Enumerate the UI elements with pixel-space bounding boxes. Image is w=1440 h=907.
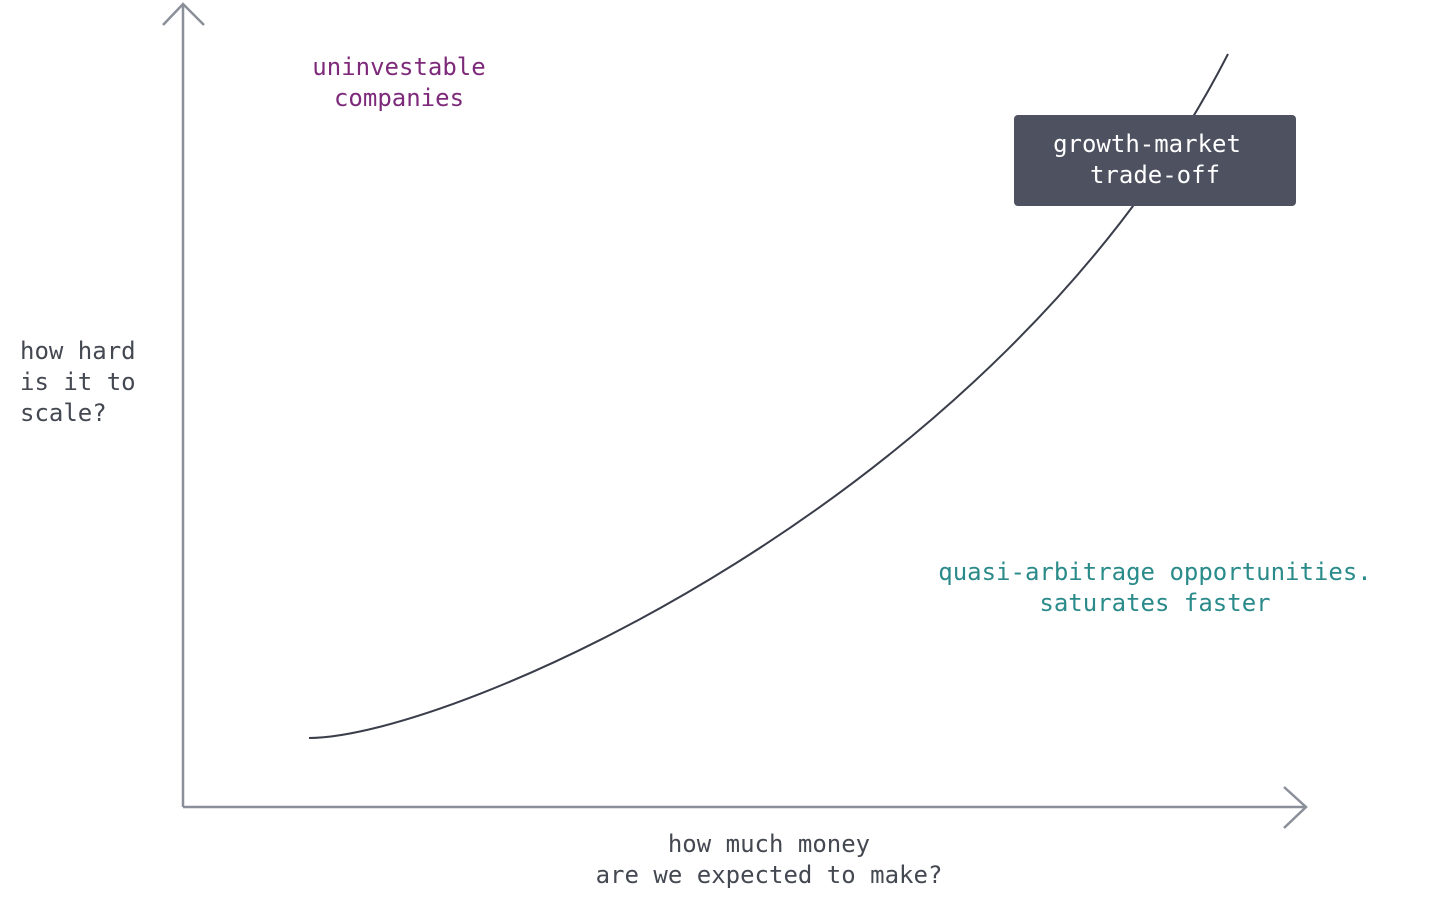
y-axis-label: how hard xyxy=(20,337,136,365)
x-axis-label: how much money xyxy=(668,830,870,858)
x-axis-arrow xyxy=(1283,786,1308,829)
y-axis-arrow xyxy=(162,2,205,26)
y-axis-label: scale? xyxy=(20,399,107,427)
trade-off-curve xyxy=(308,53,1229,739)
region-label: saturates faster xyxy=(1039,589,1270,617)
curve-label-box xyxy=(1014,115,1296,206)
curve-label: trade-off xyxy=(1090,161,1220,189)
curve-label: growth-market xyxy=(1053,130,1241,158)
region-label: companies xyxy=(334,84,464,112)
axes xyxy=(162,2,1308,829)
x-axis-label: are we expected to make? xyxy=(596,861,943,889)
region-label: uninvestable xyxy=(312,53,485,81)
y-axis-label: is it to xyxy=(20,368,136,396)
region-label: quasi-arbitrage opportunities. xyxy=(938,558,1371,586)
